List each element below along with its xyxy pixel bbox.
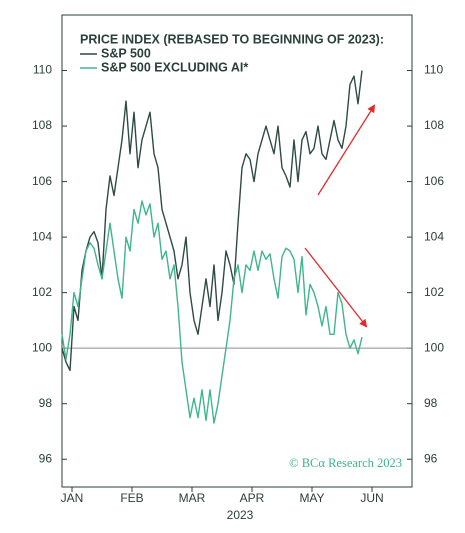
chart-title: PRICE INDEX (REBASED TO BEGINNING OF 202… (80, 32, 384, 46)
legend-label: S&P 500 (101, 46, 151, 60)
x-tick-label: FEB (120, 491, 143, 505)
y-tick-label: 110 (33, 63, 52, 77)
x-tick-label: JAN (61, 491, 84, 505)
y-tick-label: 100 (32, 340, 52, 354)
arrow-up (317, 104, 376, 196)
y-tick-label: 102 (32, 285, 52, 299)
y-tick-label: 106 (32, 174, 52, 188)
y2-tick-label: 96 (424, 451, 438, 465)
y-tick-label: 96 (39, 451, 53, 465)
y-tick-label: 104 (32, 229, 52, 243)
series-line (61, 200, 363, 424)
y-tick-label: 108 (32, 118, 52, 132)
x-tick-label: MAY (299, 491, 324, 505)
source-note: © BCα Research 2023 (289, 456, 402, 470)
y2-tick-label: 106 (424, 174, 444, 188)
y2-tick-label: 110 (424, 63, 443, 77)
series-line (61, 70, 363, 372)
y2-tick-label: 108 (424, 118, 444, 132)
y2-tick-label: 102 (424, 285, 444, 299)
x-tick-label: JUN (360, 491, 383, 505)
x-axis-label: 2023 (227, 508, 254, 522)
y2-tick-label: 98 (424, 396, 438, 410)
x-tick-label: MAR (179, 491, 206, 505)
y-tick-label: 98 (39, 396, 53, 410)
x-tick-label: APR (240, 491, 265, 505)
arrow-down (304, 247, 368, 328)
plot-frame (61, 14, 413, 488)
y2-tick-label: 100 (424, 340, 444, 354)
y2-tick-label: 104 (424, 229, 444, 243)
legend-label: S&P 500 EXCLUDING AI* (101, 60, 248, 74)
